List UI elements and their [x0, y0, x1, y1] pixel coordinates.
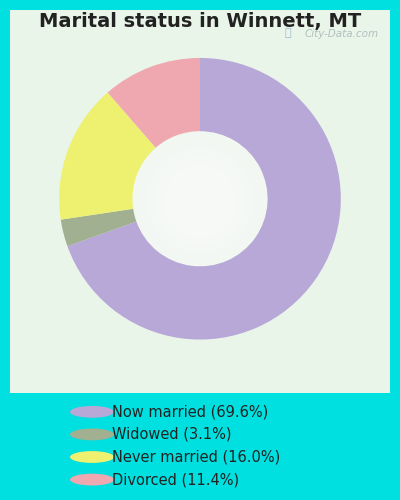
Ellipse shape — [83, 83, 317, 320]
Ellipse shape — [66, 67, 334, 336]
Ellipse shape — [107, 108, 293, 295]
Ellipse shape — [131, 132, 269, 270]
Text: Marital status in Winnett, MT: Marital status in Winnett, MT — [39, 12, 361, 32]
Circle shape — [70, 428, 114, 440]
Ellipse shape — [139, 140, 261, 262]
Ellipse shape — [34, 34, 366, 368]
Text: Now married (69.6%): Now married (69.6%) — [112, 404, 268, 419]
Circle shape — [70, 474, 114, 486]
Text: Divorced (11.4%): Divorced (11.4%) — [112, 472, 239, 487]
Text: Widowed (3.1%): Widowed (3.1%) — [112, 427, 232, 442]
Ellipse shape — [123, 124, 277, 278]
Ellipse shape — [99, 100, 301, 303]
Ellipse shape — [147, 148, 253, 254]
Circle shape — [70, 451, 114, 463]
Ellipse shape — [115, 116, 285, 287]
Wedge shape — [61, 209, 136, 246]
Ellipse shape — [26, 26, 374, 376]
Ellipse shape — [164, 164, 236, 238]
Text: Never married (16.0%): Never married (16.0%) — [112, 450, 280, 464]
Ellipse shape — [42, 42, 358, 360]
Circle shape — [70, 406, 114, 418]
Text: City-Data.com: City-Data.com — [304, 29, 378, 39]
Ellipse shape — [58, 59, 342, 344]
Text: ⓘ: ⓘ — [284, 28, 291, 38]
Ellipse shape — [75, 75, 326, 328]
Ellipse shape — [50, 50, 350, 352]
Ellipse shape — [18, 18, 382, 384]
Ellipse shape — [155, 156, 245, 246]
Wedge shape — [108, 58, 200, 148]
Wedge shape — [59, 92, 156, 220]
Ellipse shape — [91, 92, 309, 311]
Wedge shape — [68, 58, 341, 340]
Ellipse shape — [10, 10, 390, 392]
